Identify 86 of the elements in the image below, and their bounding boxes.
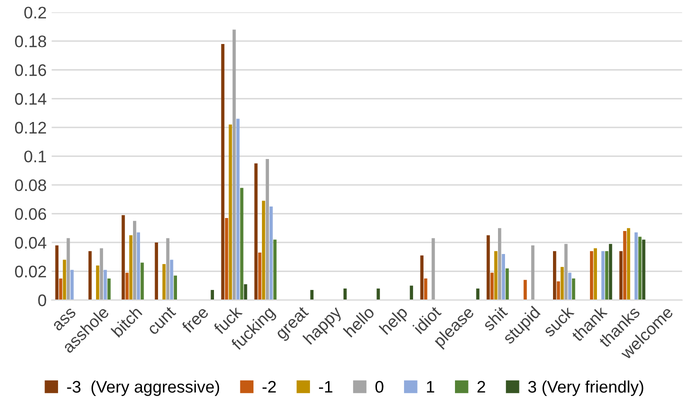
y-tick-label: 0.12	[15, 122, 46, 134]
bar	[270, 206, 273, 300]
bar	[228, 124, 232, 300]
bar	[619, 251, 623, 300]
bar	[506, 268, 509, 300]
bar	[240, 188, 244, 300]
bar	[136, 232, 140, 300]
bar	[62, 260, 66, 300]
bar	[564, 244, 568, 300]
bar	[626, 228, 630, 300]
bar	[162, 264, 166, 300]
bar	[642, 240, 646, 300]
bar	[133, 220, 136, 300]
bar	[531, 245, 534, 300]
y-tick-label: 0.2	[24, 6, 46, 19]
bar	[572, 278, 576, 300]
bar	[552, 251, 556, 300]
bar	[70, 270, 74, 300]
bar	[502, 254, 506, 300]
bar	[221, 44, 224, 300]
bar	[88, 251, 92, 300]
bar	[376, 288, 380, 300]
y-tick-label: 0.08	[15, 179, 46, 192]
bar	[560, 266, 564, 300]
bar	[254, 163, 258, 300]
y-tick-label: 0.04	[15, 236, 46, 249]
bar	[498, 228, 502, 300]
bar	[125, 272, 129, 300]
bar	[524, 280, 527, 300]
bar	[166, 238, 170, 300]
bar	[486, 235, 490, 300]
y-tick-label: 0	[38, 294, 46, 306]
bar	[104, 270, 107, 300]
legend-label: -1	[319, 381, 332, 393]
bar	[273, 240, 277, 300]
bar	[59, 278, 62, 300]
bar	[170, 260, 174, 300]
bar	[174, 276, 178, 300]
bar	[96, 266, 100, 300]
y-tick-label: 0.16	[15, 64, 46, 76]
bar	[420, 255, 424, 300]
x-tick-label: cunt	[146, 306, 176, 336]
legend-label: -2	[262, 380, 276, 393]
bar	[638, 236, 642, 300]
bar	[590, 251, 594, 300]
legend-label: 1	[426, 381, 434, 393]
bar	[232, 30, 236, 300]
bar	[55, 245, 58, 300]
bar	[568, 272, 572, 300]
bar	[107, 278, 111, 300]
y-tick-label: 0.1	[24, 150, 46, 162]
bar	[432, 238, 435, 300]
bar	[100, 248, 104, 300]
bar	[244, 284, 248, 300]
bar	[556, 281, 560, 300]
bar	[66, 238, 70, 300]
bar	[140, 262, 144, 300]
bar	[410, 286, 414, 300]
bar	[258, 252, 262, 300]
bar	[494, 251, 498, 300]
bar	[476, 288, 480, 300]
bar	[224, 218, 228, 300]
bar	[154, 242, 158, 300]
bar	[122, 215, 125, 300]
bar	[605, 251, 608, 300]
bar	[490, 272, 494, 300]
y-tick-label: 0.14	[15, 93, 46, 105]
bar	[424, 278, 428, 300]
bar	[129, 235, 132, 300]
legend-label: -3 (Very aggressive)	[67, 380, 220, 396]
bar	[594, 248, 597, 300]
bar	[623, 230, 626, 300]
y-tick-label: 0.02	[15, 266, 46, 278]
bar	[601, 251, 605, 300]
bar	[266, 159, 269, 300]
y-tick-label: 0.18	[15, 36, 46, 48]
legend-label: 2	[477, 380, 486, 393]
legend-label: 3 (Very friendly)	[528, 380, 644, 396]
x-tick-label: free	[180, 305, 210, 334]
y-tick-label: 0.06	[15, 208, 46, 220]
bar	[236, 118, 240, 300]
bar	[608, 244, 612, 300]
bar	[634, 232, 638, 300]
bar	[262, 200, 266, 300]
legend-label: 0	[375, 380, 384, 393]
x-tick-label: help	[378, 305, 411, 338]
